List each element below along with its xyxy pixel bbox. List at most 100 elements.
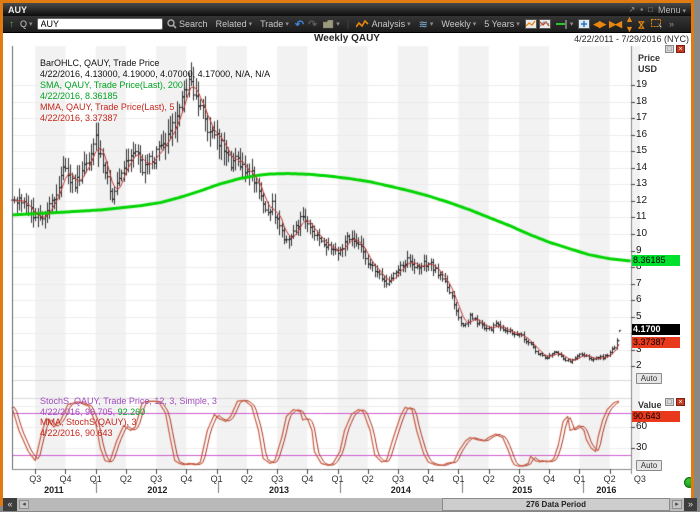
quarter-label: Q4 — [59, 474, 72, 484]
range-dropdown[interactable]: 5 Years ▾ — [480, 17, 524, 32]
compare-chart-icon[interactable] — [538, 19, 551, 29]
scrollbar-thumb[interactable]: 276 Data Period — [442, 498, 670, 511]
more-tools-icon[interactable]: » — [668, 19, 674, 29]
price-auto-button[interactable]: Auto — [636, 373, 662, 384]
price-pane-controls: □ × — [665, 45, 685, 53]
price-tick-label: 2 — [636, 360, 642, 372]
title-bar: AUY ↗ ▪ □ Menu ▾ — [3, 3, 691, 16]
menu-label: Menu — [657, 4, 681, 15]
year-label: 2013 — [268, 485, 289, 495]
chevron-down-icon: ▾ — [29, 21, 33, 28]
value-auto-button[interactable]: Auto — [636, 460, 662, 471]
search-button[interactable]: Search — [163, 17, 212, 32]
price-axis-currency: USD — [638, 64, 658, 74]
symbol-up-icon[interactable]: ↑ — [9, 18, 14, 30]
quarter-label: Q4 — [180, 474, 193, 484]
quarter-label: Q1 — [331, 474, 344, 484]
quarter-label: Q2 — [603, 474, 616, 484]
pane-close-icon[interactable]: × — [676, 45, 685, 53]
quarter-label: Q2 — [119, 474, 132, 484]
add-panel-icon[interactable] — [578, 19, 591, 29]
legend-mma-value: 4/22/2016, 3.37387 — [40, 113, 118, 123]
analysis-button[interactable]: Analysis ▾ — [352, 17, 415, 32]
price-tick-label: 17 — [636, 112, 648, 124]
year-label: 2014 — [390, 485, 411, 495]
expand-bars-icon[interactable]: ◀▶ — [593, 18, 606, 29]
expand-vertical-icon[interactable]: ▲ ▼ — [625, 14, 634, 34]
quarter-label: Q2 — [361, 474, 374, 484]
menu-button[interactable]: Menu ▾ — [658, 5, 686, 15]
quote-type-label: Q — [20, 19, 28, 29]
pane-close-icon[interactable]: × — [676, 398, 685, 406]
year-label: 2016 — [596, 485, 617, 495]
price-tick-label: 11 — [636, 211, 647, 223]
analysis-label: Analysis — [371, 19, 406, 29]
waves-icon: ≋ — [418, 18, 428, 31]
price-tick-label: 13 — [636, 178, 648, 190]
connection-status-icon — [684, 477, 691, 488]
line-chart-icon[interactable] — [524, 19, 537, 29]
period-label: Weekly — [441, 19, 471, 29]
stoch-value-main: 4/22/2016, 96.705, — [40, 406, 118, 417]
hourglass-icon[interactable]: ⋈ — [636, 20, 647, 28]
price-tick-label: 7 — [636, 277, 642, 289]
symbol-input[interactable] — [36, 18, 163, 30]
mma-price-badge: 3.37387 — [632, 337, 680, 348]
period-dropdown[interactable]: Weekly ▾ — [437, 17, 480, 32]
price-legend: BarOHLC, QAUY, Trade Price 4/22/2016, 4.… — [40, 58, 270, 124]
quarter-label: Q4 — [422, 474, 435, 484]
scroll-far-right-button[interactable]: » — [684, 498, 697, 511]
patterns-button[interactable]: ≋ ▾ — [415, 17, 438, 32]
stoch-pane-controls: □ × — [665, 398, 685, 406]
quarter-label: Q2 — [482, 474, 495, 484]
price-tick-label: 18 — [636, 95, 648, 107]
chart-region: Weekly QAUY 4/22/2011 - 7/29/2016 (NYC) … — [3, 33, 691, 498]
chevron-down-icon: ▾ — [336, 21, 340, 28]
study-line-button[interactable]: ▾ — [552, 17, 578, 32]
window-title: AUY — [8, 4, 28, 15]
chevron-down-icon: ▾ — [248, 21, 253, 28]
value-tick-label: 30 — [636, 442, 648, 453]
redo-button[interactable]: ↷ — [308, 18, 318, 31]
quarter-label: Q3 — [512, 474, 525, 484]
value-axis-header: Value — [638, 400, 662, 410]
last-price-badge: 4.1700 — [632, 324, 680, 335]
compress-bars-icon[interactable]: ▶◀ — [609, 18, 622, 29]
chevron-down-icon: ▾ — [429, 21, 434, 28]
price-axis-header: Price — [638, 53, 661, 63]
scroll-right-button[interactable]: ▸ — [672, 500, 682, 509]
price-tick-label: 3 — [636, 343, 642, 355]
scroll-left-button[interactable]: ◂ — [19, 500, 29, 509]
legend-sma-value: 4/22/2016, 8.36185 — [40, 91, 118, 101]
quarter-label: Q3 — [271, 474, 284, 484]
legend-mma-series: MMA, QAUY, Trade Price(Last), 5 — [40, 102, 175, 112]
legend-stoch-values: 4/22/2016, 96.705, 92.260 — [40, 407, 217, 418]
year-label: 2012 — [147, 485, 168, 495]
legend-stoch-mma-value: 4/22/2016, 90.643 — [40, 427, 113, 438]
quarter-label: Q3 — [633, 474, 646, 484]
quarter-label: Q3 — [29, 474, 42, 484]
analysis-zigzag-icon — [356, 19, 369, 27]
price-tick-label: 12 — [636, 194, 648, 206]
scroll-far-left-button[interactable]: « — [3, 498, 17, 511]
layout-folder-button[interactable]: ▾ — [319, 17, 344, 32]
legend-barohlc-series: BarOHLC, QAUY, Trade Price — [40, 58, 160, 68]
trade-button[interactable]: Trade ▾ — [256, 17, 293, 32]
popout-icon[interactable]: ↗ — [628, 5, 636, 14]
quarter-label: Q3 — [392, 474, 405, 484]
price-tick-label: 6 — [636, 294, 642, 306]
quote-type-dropdown[interactable]: Q ▾ — [16, 17, 37, 32]
undo-button[interactable]: ↶ — [294, 18, 305, 31]
window-icon[interactable]: □ — [648, 5, 653, 14]
price-tick-label: 5 — [636, 310, 642, 322]
pin-icon[interactable]: ▪ — [640, 5, 644, 14]
quarter-label: Q3 — [150, 474, 163, 484]
pane-restore-icon[interactable]: □ — [665, 398, 674, 406]
related-button[interactable]: Related ▾ — [212, 17, 257, 32]
chart-canvas[interactable] — [3, 33, 691, 498]
horizontal-scrollbar: « ◂ 276 Data Period ▸ » — [3, 498, 697, 511]
zoom-select-button[interactable] — [647, 17, 667, 32]
pane-restore-icon[interactable]: □ — [665, 45, 674, 53]
folder-icon — [323, 19, 334, 28]
